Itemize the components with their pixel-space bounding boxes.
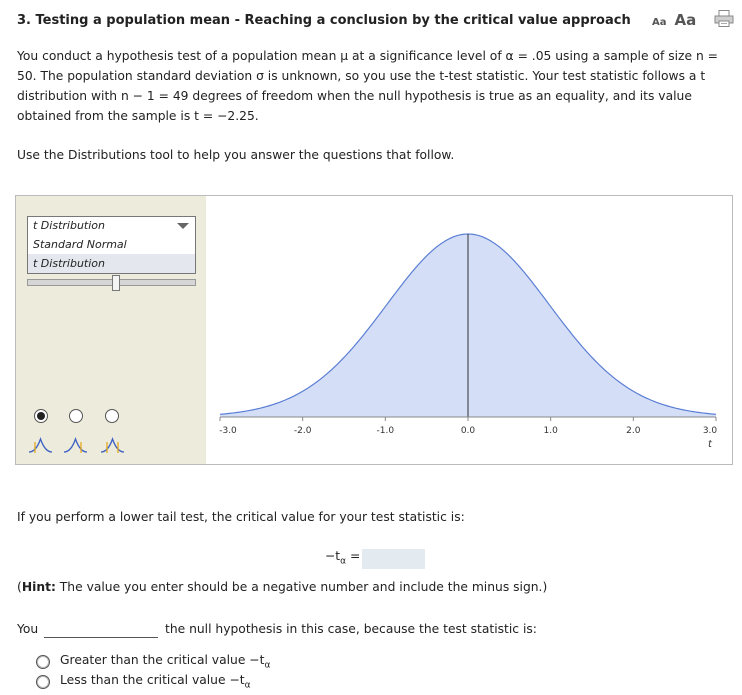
printer-icon[interactable] — [714, 10, 734, 27]
intro-paragraph: You conduct a hypothesis test of a popul… — [17, 49, 718, 123]
tail-radio-two[interactable] — [69, 409, 83, 423]
distribution-select[interactable]: t Distribution — [27, 216, 196, 236]
distribution-options-list: Standard Normal t Distribution — [27, 235, 196, 274]
x-tick-label: 2.0 — [626, 426, 641, 436]
page-title: 3. Testing a population mean - Reaching … — [17, 13, 631, 28]
x-tick-label: -3.0 — [219, 426, 237, 436]
option-less[interactable]: Less than the critical value −tα — [36, 673, 251, 690]
font-decrease-button[interactable]: Aa — [652, 17, 667, 28]
instruction-text: Use the Distributions tool to help you a… — [17, 148, 455, 162]
distributions-tool: t Distribution Standard Normal t Distrib… — [15, 195, 733, 465]
null-hypothesis-text: the null hypothesis in this case, becaus… — [165, 622, 537, 636]
font-increase-button[interactable]: Aa — [674, 11, 697, 29]
x-tick-label: -2.0 — [294, 426, 312, 436]
hint-text: (Hint: The value you enter should be a n… — [17, 580, 548, 594]
tail-radio-left[interactable] — [34, 409, 48, 423]
option-greater-label: Greater than the critical value −tα — [60, 653, 271, 671]
option-greater-radio[interactable] — [36, 654, 50, 669]
font-size-controls: Aa Aa — [652, 11, 696, 29]
distribution-select-value: t Distribution — [33, 219, 105, 232]
x-tick-label: 3.0 — [703, 426, 718, 436]
left-tail-icon[interactable] — [28, 436, 53, 454]
option-less-radio[interactable] — [36, 674, 50, 689]
critical-value-label: −tα = — [325, 549, 361, 567]
distribution-plot[interactable]: -3.0 -2.0 -1.0 0.0 1.0 2.0 3.0 t — [206, 196, 732, 464]
option-t-distribution[interactable]: t Distribution — [28, 254, 195, 273]
critical-value-input[interactable] — [362, 549, 425, 569]
tail-radio-right[interactable] — [105, 409, 119, 423]
option-greater[interactable]: Greater than the critical value −tα — [36, 653, 270, 670]
x-tick-label: 1.0 — [544, 426, 559, 436]
you-label: You — [17, 622, 39, 636]
tool-control-panel: t Distribution Standard Normal t Distrib… — [16, 196, 206, 464]
right-tail-icon[interactable] — [100, 436, 125, 454]
x-tick-label: -1.0 — [377, 426, 395, 436]
df-slider[interactable] — [27, 275, 196, 291]
option-standard-normal[interactable]: Standard Normal — [33, 238, 127, 251]
x-tick-label: 0.0 — [461, 426, 476, 436]
chevron-down-icon — [177, 223, 189, 229]
option-less-label: Less than the critical value −tα — [60, 673, 251, 691]
df-slider-thumb[interactable] — [112, 275, 120, 291]
question-1-text: If you perform a lower tail test, the cr… — [17, 510, 465, 524]
two-tail-icon[interactable] — [63, 436, 88, 454]
decision-dropdown[interactable] — [44, 637, 158, 638]
x-axis-label: t — [708, 439, 713, 450]
